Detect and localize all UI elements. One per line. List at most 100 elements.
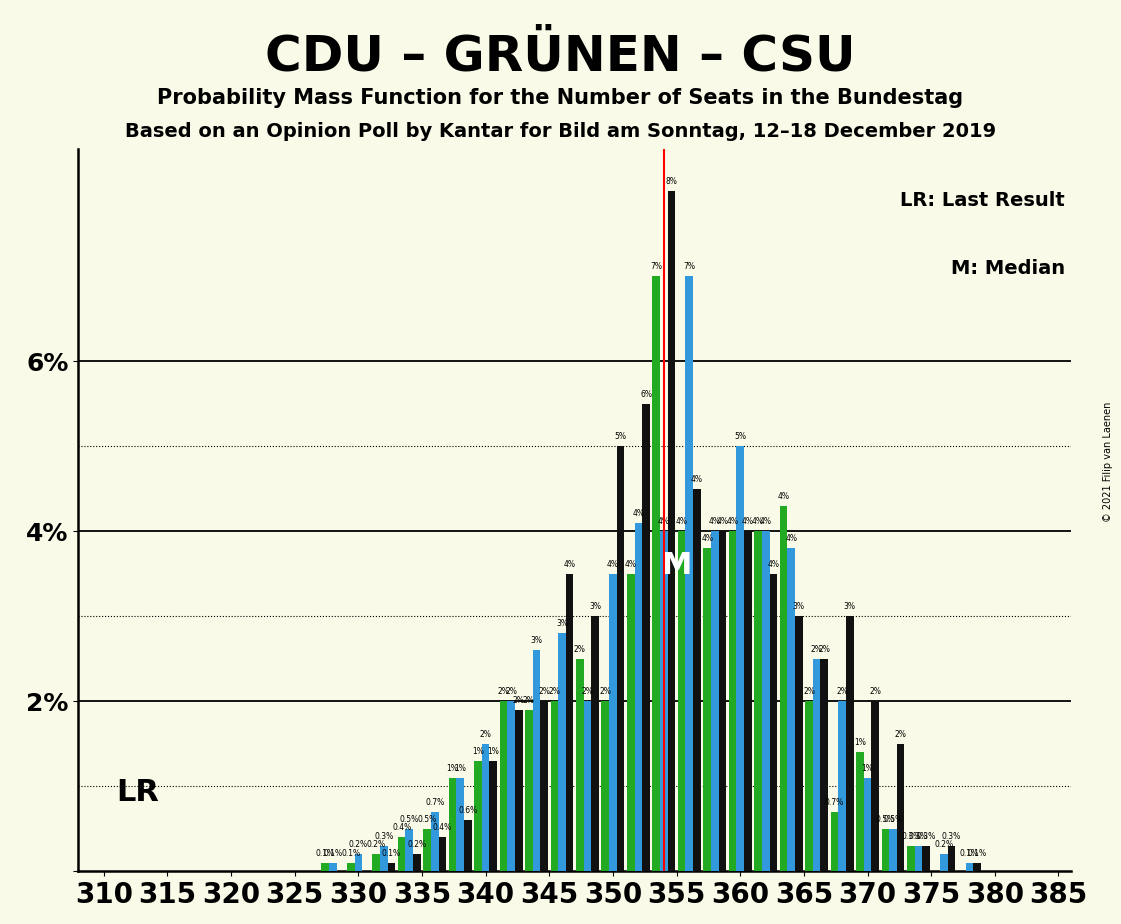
Text: 4%: 4% xyxy=(778,492,789,501)
Bar xyxy=(330,863,336,871)
Text: CDU – GRÜNEN – CSU: CDU – GRÜNEN – CSU xyxy=(266,32,855,80)
Text: 5%: 5% xyxy=(734,432,747,442)
Bar xyxy=(464,821,472,871)
Bar xyxy=(372,855,380,871)
Bar xyxy=(660,531,668,871)
Text: 2%: 2% xyxy=(548,687,560,696)
Bar xyxy=(540,701,548,871)
Bar xyxy=(566,574,574,871)
Text: 4%: 4% xyxy=(716,517,729,527)
Bar xyxy=(448,778,456,871)
Text: 2%: 2% xyxy=(574,645,586,654)
Bar xyxy=(719,531,726,871)
Bar xyxy=(482,744,490,871)
Text: 0.1%: 0.1% xyxy=(967,848,986,857)
Bar xyxy=(380,845,388,871)
Bar xyxy=(965,863,973,871)
Bar xyxy=(414,855,420,871)
Text: 0.7%: 0.7% xyxy=(825,797,844,807)
Bar xyxy=(813,659,821,871)
Bar xyxy=(947,845,955,871)
Bar xyxy=(398,837,406,871)
Bar xyxy=(438,837,446,871)
Text: © 2021 Filip van Laenen: © 2021 Filip van Laenen xyxy=(1103,402,1112,522)
Text: 0.5%: 0.5% xyxy=(400,815,419,823)
Text: 1%: 1% xyxy=(446,764,458,772)
Text: 2%: 2% xyxy=(498,687,509,696)
Bar xyxy=(678,531,686,871)
Text: 0.4%: 0.4% xyxy=(433,823,452,833)
Text: 0.3%: 0.3% xyxy=(374,832,393,841)
Bar xyxy=(871,701,879,871)
Text: M: Median: M: Median xyxy=(951,260,1065,278)
Bar xyxy=(490,760,497,871)
Text: 4%: 4% xyxy=(742,517,753,527)
Text: Based on an Opinion Poll by Kantar for Bild am Sonntag, 12–18 December 2019: Based on an Opinion Poll by Kantar for B… xyxy=(124,122,997,141)
Bar xyxy=(652,276,660,871)
Text: 8%: 8% xyxy=(666,177,677,187)
Text: 4%: 4% xyxy=(632,509,645,517)
Bar xyxy=(856,752,863,871)
Bar xyxy=(973,863,981,871)
Text: 6%: 6% xyxy=(640,390,652,399)
Bar xyxy=(839,701,846,871)
Text: LR: Last Result: LR: Last Result xyxy=(900,191,1065,211)
Text: M: M xyxy=(661,551,692,580)
Text: 2%: 2% xyxy=(818,645,831,654)
Text: 4%: 4% xyxy=(785,534,797,543)
Text: 0.7%: 0.7% xyxy=(425,797,444,807)
Text: LR: LR xyxy=(117,778,159,807)
Bar xyxy=(591,616,599,871)
Bar xyxy=(754,531,762,871)
Text: 1%: 1% xyxy=(862,764,873,772)
Bar xyxy=(762,531,769,871)
Bar xyxy=(474,760,482,871)
Text: 2%: 2% xyxy=(810,645,823,654)
Text: 0.1%: 0.1% xyxy=(960,848,979,857)
Text: 1%: 1% xyxy=(472,747,484,756)
Text: 1%: 1% xyxy=(454,764,466,772)
Text: 4%: 4% xyxy=(760,517,771,527)
Text: 0.1%: 0.1% xyxy=(341,848,360,857)
Bar xyxy=(627,574,634,871)
Bar xyxy=(668,191,675,871)
Text: 0.5%: 0.5% xyxy=(876,815,895,823)
Text: Probability Mass Function for the Number of Seats in the Bundestag: Probability Mass Function for the Number… xyxy=(157,88,964,108)
Bar xyxy=(456,778,464,871)
Text: 0.2%: 0.2% xyxy=(367,840,386,849)
Bar xyxy=(354,855,362,871)
Bar xyxy=(532,650,540,871)
Bar xyxy=(686,276,693,871)
Bar xyxy=(795,616,803,871)
Bar xyxy=(693,489,701,871)
Text: 4%: 4% xyxy=(676,517,687,527)
Text: 7%: 7% xyxy=(684,262,695,272)
Bar xyxy=(846,616,853,871)
Text: 3%: 3% xyxy=(530,637,543,645)
Text: 3%: 3% xyxy=(793,602,805,612)
Bar xyxy=(703,548,711,871)
Bar xyxy=(897,744,905,871)
Bar xyxy=(736,446,744,871)
Text: 4%: 4% xyxy=(708,517,721,527)
Bar xyxy=(558,633,566,871)
Text: 0.2%: 0.2% xyxy=(349,840,368,849)
Bar xyxy=(787,548,795,871)
Text: 0.1%: 0.1% xyxy=(382,848,401,857)
Text: 2%: 2% xyxy=(524,696,535,705)
Bar xyxy=(500,701,508,871)
Bar xyxy=(515,710,522,871)
Text: 4%: 4% xyxy=(691,475,703,484)
Bar xyxy=(744,531,752,871)
Bar xyxy=(831,812,839,871)
Text: 0.6%: 0.6% xyxy=(458,807,478,815)
Text: 4%: 4% xyxy=(726,517,739,527)
Text: 0.5%: 0.5% xyxy=(883,815,902,823)
Bar xyxy=(642,404,650,871)
Text: 2%: 2% xyxy=(895,730,907,738)
Bar xyxy=(634,523,642,871)
Bar xyxy=(889,829,897,871)
Text: 2%: 2% xyxy=(582,687,593,696)
Text: 2%: 2% xyxy=(869,687,881,696)
Bar xyxy=(915,845,923,871)
